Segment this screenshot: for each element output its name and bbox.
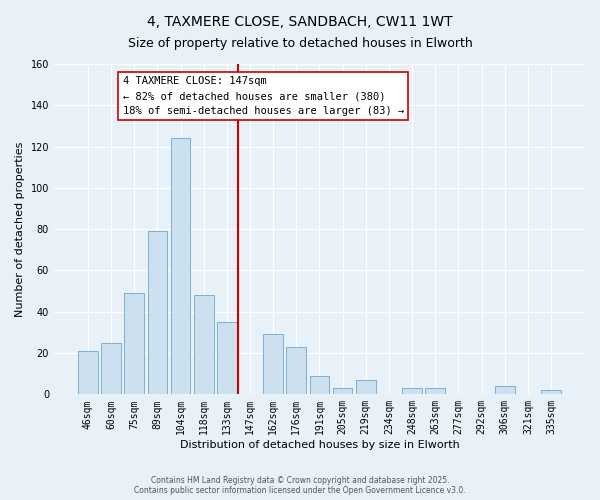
Bar [286, 347, 306, 395]
Bar [148, 231, 167, 394]
Text: 4, TAXMERE CLOSE, SANDBACH, CW11 1WT: 4, TAXMERE CLOSE, SANDBACH, CW11 1WT [147, 15, 453, 29]
Bar [402, 388, 422, 394]
Bar [101, 342, 121, 394]
Bar [194, 295, 214, 394]
Y-axis label: Number of detached properties: Number of detached properties [15, 142, 25, 317]
Bar [124, 293, 144, 394]
Bar [263, 334, 283, 394]
Bar [541, 390, 561, 394]
Bar [495, 386, 515, 394]
Bar [170, 138, 190, 394]
Bar [78, 351, 98, 395]
Bar [310, 376, 329, 394]
Bar [425, 388, 445, 394]
Text: Size of property relative to detached houses in Elworth: Size of property relative to detached ho… [128, 38, 472, 51]
Text: Contains HM Land Registry data © Crown copyright and database right 2025.
Contai: Contains HM Land Registry data © Crown c… [134, 476, 466, 495]
Bar [333, 388, 352, 394]
Text: 4 TAXMERE CLOSE: 147sqm
← 82% of detached houses are smaller (380)
18% of semi-d: 4 TAXMERE CLOSE: 147sqm ← 82% of detache… [122, 76, 404, 116]
Bar [356, 380, 376, 394]
X-axis label: Distribution of detached houses by size in Elworth: Distribution of detached houses by size … [179, 440, 460, 450]
Bar [217, 322, 236, 394]
